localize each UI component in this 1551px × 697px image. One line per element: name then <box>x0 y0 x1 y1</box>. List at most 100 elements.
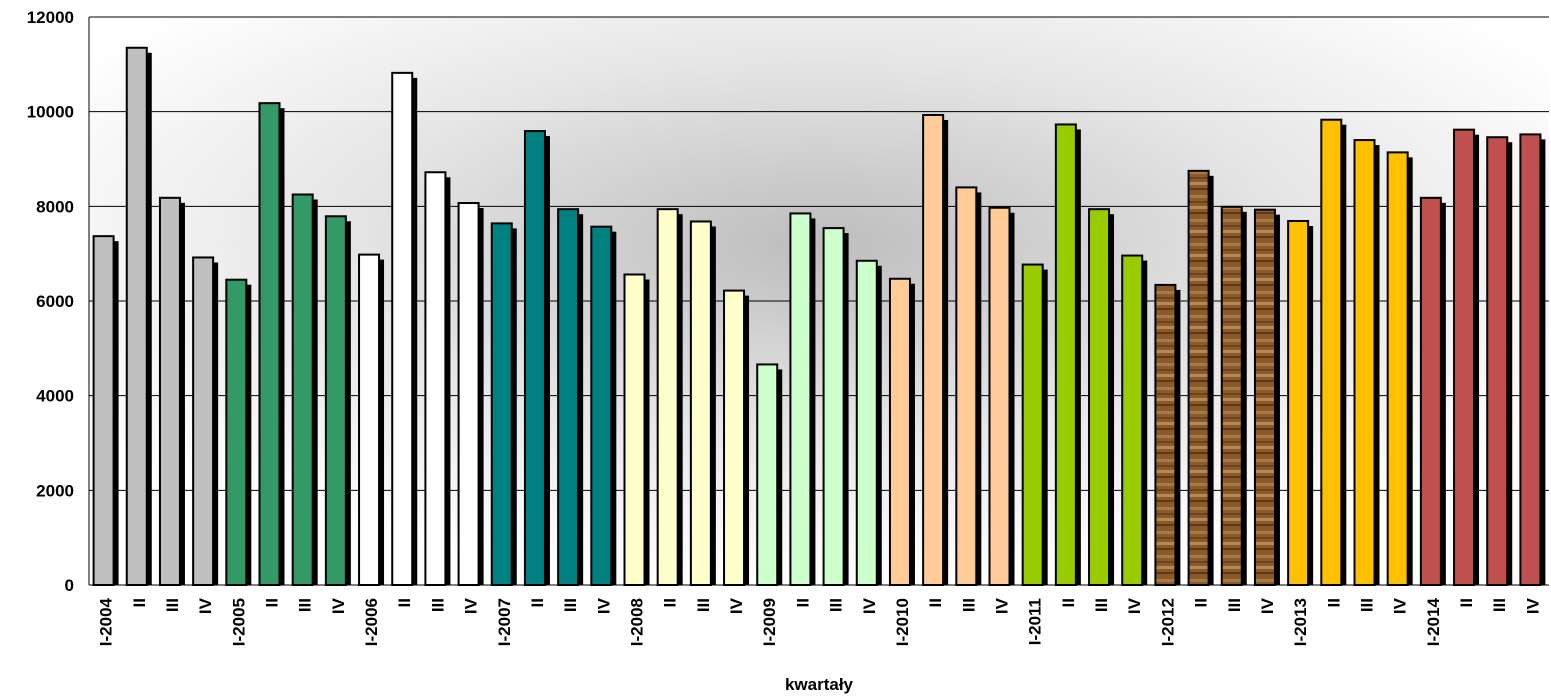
bar <box>1054 123 1077 587</box>
bar <box>158 196 181 587</box>
bar <box>1287 220 1310 587</box>
bar <box>557 208 580 586</box>
x-tick-label: II <box>395 598 414 607</box>
bar <box>490 222 513 587</box>
y-tick-label: 4000 <box>36 387 74 406</box>
x-tick-label: IV <box>1523 597 1542 614</box>
x-tick-label: III <box>1490 598 1509 612</box>
x-tick-label: I-2010 <box>893 598 912 646</box>
x-tick-label: I-2004 <box>97 597 116 646</box>
x-tick-label: IV <box>993 597 1012 614</box>
y-tick-label: 0 <box>65 576 74 595</box>
y-axis-ticks: 0 2000 4000 6000 8000 10000 12000 <box>27 8 90 595</box>
bar <box>1121 254 1144 586</box>
x-tick-label: IV <box>1391 597 1410 614</box>
bar <box>358 253 381 586</box>
x-tick-label: II <box>926 598 945 607</box>
bar <box>789 212 812 587</box>
x-tick-label: I-2012 <box>1158 598 1177 646</box>
y-tick-label: 2000 <box>36 481 74 500</box>
x-tick-label: IV <box>1125 597 1144 614</box>
bar <box>1253 208 1276 586</box>
x-tick-label: II <box>1059 598 1078 607</box>
x-tick-label: III <box>428 598 447 612</box>
bar <box>623 273 646 586</box>
x-tick-label: II <box>528 598 547 607</box>
bar <box>1519 133 1542 587</box>
bar <box>457 202 480 587</box>
bar <box>1453 128 1476 587</box>
x-tick-label: III <box>1358 598 1377 612</box>
bar <box>258 102 281 586</box>
bar <box>1220 205 1243 586</box>
x-tick-label: II <box>1457 598 1476 607</box>
bar <box>1187 169 1210 586</box>
bar <box>523 130 546 586</box>
bar <box>1486 136 1509 587</box>
x-tick-label: IV <box>727 597 746 614</box>
bar <box>1419 196 1442 587</box>
bar <box>822 227 845 587</box>
x-tick-label: III <box>1092 598 1111 612</box>
x-tick-label: IV <box>329 597 348 614</box>
x-axis-ticks: I-2004 II III IV I-2005 II III IV I-2006 II III IV I… <box>97 597 1543 646</box>
x-tick-label: III <box>1225 598 1244 612</box>
x-tick-label: II <box>793 598 812 607</box>
x-tick-label: I-2005 <box>229 598 248 646</box>
bar <box>125 46 148 587</box>
x-tick-label: I-2014 <box>1424 597 1443 646</box>
bar <box>225 278 248 586</box>
y-tick-label: 8000 <box>36 197 74 216</box>
bar <box>1386 151 1409 587</box>
x-tick-label: II <box>263 598 282 607</box>
x-tick-label: III <box>296 598 315 612</box>
x-tick-label: IV <box>1258 597 1277 614</box>
x-tick-label: III <box>163 598 182 612</box>
x-tick-label: I-2009 <box>760 598 779 646</box>
x-tick-label: II <box>1192 598 1211 607</box>
bar <box>689 220 712 586</box>
bar <box>656 208 679 586</box>
x-tick-label: I-2007 <box>495 598 514 646</box>
bar <box>391 71 414 586</box>
bar <box>723 289 746 586</box>
bar <box>324 215 347 586</box>
bar <box>590 225 613 586</box>
x-tick-label: II <box>1324 598 1343 607</box>
bar <box>291 193 314 586</box>
x-tick-label: III <box>694 598 713 612</box>
bar <box>1353 139 1376 586</box>
bar <box>1320 118 1343 586</box>
y-tick-label: 12000 <box>27 8 74 27</box>
x-tick-label: I-2011 <box>1026 598 1045 645</box>
x-tick-label: IV <box>594 597 613 614</box>
bar <box>855 259 878 586</box>
x-tick-label: III <box>561 598 580 612</box>
x-tick-label: I-2013 <box>1291 598 1310 646</box>
x-tick-label: II <box>130 598 149 607</box>
x-tick-label: IV <box>462 597 481 614</box>
bar <box>92 235 115 587</box>
x-axis-label: kwartały <box>785 675 854 694</box>
x-tick-label: III <box>827 598 846 612</box>
bar <box>1088 208 1111 586</box>
bar <box>922 113 945 586</box>
x-tick-label: I-2006 <box>362 598 381 646</box>
y-tick-label: 6000 <box>36 292 74 311</box>
bar <box>1021 263 1044 586</box>
bar <box>756 363 779 586</box>
bar <box>888 277 911 586</box>
bar <box>424 171 447 586</box>
bar <box>988 206 1011 586</box>
x-tick-label: IV <box>196 597 215 614</box>
bar <box>192 256 215 586</box>
bars <box>92 46 1546 587</box>
x-tick-label: I-2008 <box>628 598 647 646</box>
bar <box>1154 283 1177 586</box>
x-tick-label: III <box>959 598 978 612</box>
x-tick-label: IV <box>860 597 879 614</box>
bar <box>955 186 978 586</box>
y-tick-label: 10000 <box>27 103 74 122</box>
x-tick-label: II <box>661 598 680 607</box>
